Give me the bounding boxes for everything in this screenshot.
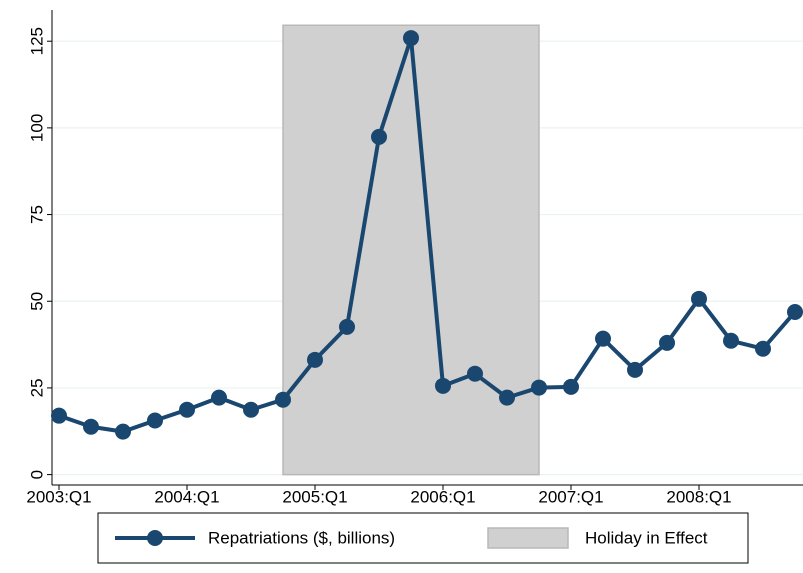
marker [531,379,547,396]
marker [211,389,227,406]
shaded-area [282,24,540,476]
x-tick-label: 2005:Q1 [282,487,347,506]
marker [243,401,259,418]
y-tick-label: 100 [27,114,46,142]
marker [51,407,67,424]
marker [499,389,515,406]
marker [563,378,579,395]
legend-swatch [487,527,569,549]
marker [755,340,771,357]
marker [403,30,419,47]
marker [435,377,451,394]
marker [723,332,739,349]
x-tick-label: 2007:Q1 [538,487,603,506]
marker [339,318,355,335]
marker [787,303,803,320]
legend-label: Repatriations ($, billions) [208,528,395,547]
legend-marker [147,530,163,546]
legend-box [97,512,749,564]
marker [307,351,323,368]
y-tick-label: 25 [27,378,46,397]
marker [275,391,291,408]
x-tick-label: 2003:Q1 [26,487,91,506]
y-tick-label: 75 [27,205,46,224]
legend-label: Holiday in Effect [585,528,708,547]
y-tick-label: 0 [27,470,46,479]
marker [691,290,707,307]
marker [115,423,131,440]
marker [627,361,643,378]
marker [595,330,611,347]
marker [83,418,99,435]
y-tick-label: 50 [27,292,46,311]
marker [179,401,195,418]
y-tick-label: 125 [27,27,46,55]
x-tick-label: 2008:Q1 [666,487,731,506]
marker [467,365,483,382]
x-tick-label: 2004:Q1 [154,487,219,506]
marker [147,412,163,429]
x-tick-label: 2006:Q1 [410,487,475,506]
marker [659,334,675,351]
marker [371,128,387,145]
